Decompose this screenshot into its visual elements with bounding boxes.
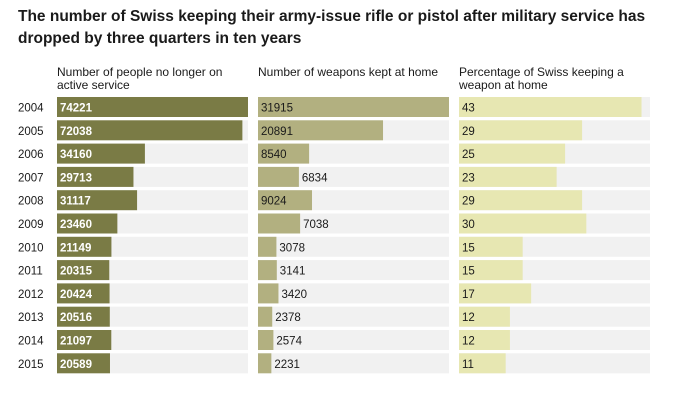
value-label-people-2013: 20516 — [60, 312, 92, 324]
value-label-people-2009: 23460 — [60, 219, 92, 231]
bar-percentage-2015 — [459, 353, 506, 374]
value-label-weapons-2013: 2378 — [275, 312, 301, 324]
year-label-2014: 2014 — [18, 336, 44, 348]
bar-weapons-2009 — [258, 213, 301, 234]
bar-track-weapons-2007 — [258, 166, 449, 187]
value-label-people-2008: 31117 — [60, 196, 91, 208]
value-label-weapons-2006: 8540 — [261, 149, 287, 161]
value-label-weapons-2010: 3078 — [279, 242, 305, 254]
bar-weapons-2005 — [258, 120, 384, 141]
year-label-2004: 2004 — [18, 103, 44, 115]
value-label-people-2015: 20589 — [60, 359, 92, 371]
year-label-2008: 2008 — [18, 196, 44, 208]
year-label-2012: 2012 — [18, 289, 44, 301]
value-label-percentage-2009: 30 — [462, 219, 475, 231]
value-label-people-2007: 29713 — [60, 172, 92, 184]
column-header-percentage: Percentage of Swiss keeping a weapon at … — [459, 65, 624, 92]
year-label-2005: 2005 — [18, 126, 44, 138]
bar-track-weapons-2010 — [258, 236, 449, 257]
bar-track-weapons-2011 — [258, 260, 449, 281]
bar-percentage-2008 — [459, 190, 583, 211]
bar-weapons-2015 — [258, 353, 272, 374]
bar-percentage-2014 — [459, 330, 510, 350]
bar-weapons-2013 — [258, 306, 273, 327]
bar-people-2011 — [57, 260, 110, 281]
value-label-percentage-2007: 23 — [462, 172, 475, 184]
value-label-people-2012: 20424 — [60, 289, 93, 301]
bar-people-2005 — [57, 120, 243, 141]
bar-percentage-2013 — [459, 306, 510, 327]
bar-weapons-2004 — [258, 97, 449, 117]
value-label-people-2011: 20315 — [60, 266, 93, 278]
value-label-percentage-2012: 17 — [462, 289, 475, 301]
bar-weapons-2007 — [258, 166, 299, 187]
bar-people-2009 — [57, 213, 118, 234]
bar-people-2015 — [57, 353, 110, 374]
value-label-people-2004: 74221 — [60, 103, 93, 115]
bar-weapons-2006 — [258, 143, 310, 164]
bar-people-2008 — [57, 190, 138, 211]
bar-percentage-2006 — [459, 143, 566, 164]
bar-percentage-2009 — [459, 213, 587, 234]
bar-people-2012 — [57, 283, 110, 304]
year-label-2010: 2010 — [18, 242, 44, 254]
value-label-percentage-2015: 11 — [462, 359, 474, 371]
bar-percentage-2007 — [459, 166, 557, 187]
value-label-percentage-2005: 29 — [462, 126, 475, 138]
bar-track-weapons-2015 — [258, 353, 449, 374]
value-label-weapons-2004: 31915 — [261, 103, 293, 115]
value-label-people-2014: 21097 — [60, 336, 92, 348]
bar-percentage-2005 — [459, 120, 583, 141]
value-label-weapons-2015: 2231 — [274, 359, 300, 371]
year-label-2015: 2015 — [18, 359, 44, 371]
value-label-weapons-2009: 7038 — [303, 219, 329, 231]
bar-people-2007 — [57, 166, 134, 187]
column-header-weapons: Number of weapons kept at home — [258, 65, 439, 79]
year-label-2009: 2009 — [18, 219, 44, 231]
value-label-weapons-2011: 3141 — [280, 266, 306, 278]
bar-track-weapons-2013 — [258, 306, 449, 327]
value-label-percentage-2006: 25 — [462, 149, 475, 161]
bar-weapons-2014 — [258, 330, 274, 350]
bar-people-2014 — [57, 330, 112, 350]
bar-track-percentage-2015 — [459, 353, 650, 374]
bar-percentage-2004 — [459, 97, 642, 117]
value-label-percentage-2013: 12 — [462, 312, 475, 324]
bar-track-weapons-2014 — [258, 330, 449, 350]
value-label-weapons-2014: 2574 — [276, 336, 302, 348]
value-label-people-2006: 34160 — [60, 149, 92, 161]
bar-percentage-2012 — [459, 283, 532, 304]
year-label-2007: 2007 — [18, 172, 44, 184]
bar-weapons-2010 — [258, 236, 277, 257]
bar-percentage-2011 — [459, 260, 523, 281]
value-label-percentage-2014: 12 — [462, 336, 475, 348]
bar-weapons-2011 — [258, 260, 277, 281]
bar-weapons-2008 — [258, 190, 313, 211]
bar-people-2004 — [57, 97, 248, 117]
bar-people-2010 — [57, 236, 112, 257]
value-label-percentage-2011: 15 — [462, 266, 475, 278]
value-label-weapons-2005: 20891 — [261, 126, 293, 138]
bar-people-2006 — [57, 143, 145, 164]
value-label-weapons-2008: 9024 — [261, 196, 287, 208]
chart-title: The number of Swiss keeping their army-i… — [18, 8, 646, 47]
year-label-2013: 2013 — [18, 312, 44, 324]
year-label-2011: 2011 — [18, 266, 43, 278]
bar-people-2013 — [57, 306, 110, 327]
value-label-percentage-2004: 43 — [462, 103, 475, 115]
bar-track-weapons-2009 — [258, 213, 449, 234]
value-label-percentage-2008: 29 — [462, 196, 475, 208]
bar-percentage-2010 — [459, 236, 523, 257]
bar-weapons-2012 — [258, 283, 279, 304]
bar-track-weapons-2012 — [258, 283, 449, 304]
value-label-percentage-2010: 15 — [462, 242, 475, 254]
value-label-people-2010: 21149 — [60, 242, 91, 254]
value-label-people-2005: 72038 — [60, 126, 93, 138]
column-header-people: Number of people no longer on active ser… — [57, 65, 223, 92]
value-label-weapons-2012: 3420 — [281, 289, 307, 301]
value-label-weapons-2007: 6834 — [302, 172, 328, 184]
year-label-2006: 2006 — [18, 149, 44, 161]
